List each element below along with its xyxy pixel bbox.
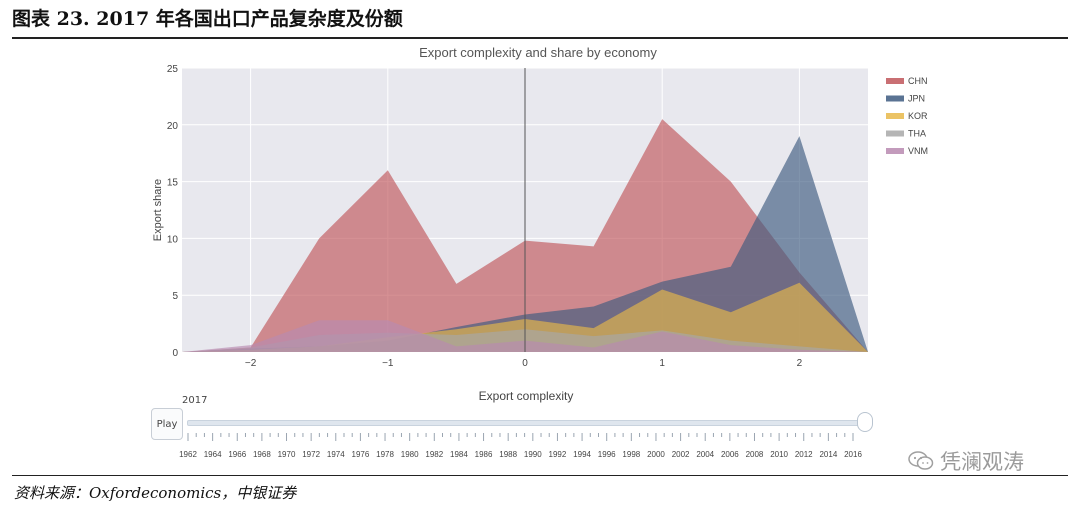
y-tick-label: 20 <box>167 121 179 132</box>
source-note: 资料来源：Oxfordeconomics，中银证券 <box>14 484 297 502</box>
legend-swatch-chn <box>886 78 904 84</box>
slider-year-label: 1988 <box>499 450 517 459</box>
year-slider-handle[interactable] <box>857 412 873 432</box>
slider-year-label: 2004 <box>696 450 714 459</box>
y-tick-labels: 0 5 10 15 20 25 <box>167 64 179 359</box>
slider-year-label: 2002 <box>672 450 690 459</box>
x-axis-label: Export complexity <box>479 389 574 403</box>
y-tick-label: 10 <box>167 234 179 245</box>
legend[interactable]: CHN JPN KOR THA VNM <box>886 76 928 156</box>
bottom-rule <box>12 475 1068 476</box>
slider-year-label: 1992 <box>549 450 567 459</box>
slider-year-label: 1964 <box>204 450 222 459</box>
slider-year-label: 1972 <box>302 450 320 459</box>
series-area-jpn <box>182 136 868 352</box>
legend-label-kor: KOR <box>908 111 928 121</box>
y-axis-label: Export share <box>152 179 164 241</box>
y-tick-label: 25 <box>167 64 179 75</box>
slider-year-label: 1974 <box>327 450 345 459</box>
legend-label-vnm: VNM <box>908 146 928 156</box>
legend-label-chn: CHN <box>908 76 928 86</box>
slider-year-label: 1984 <box>450 450 468 459</box>
watermark-text: 凭澜观涛 <box>940 450 1024 474</box>
slider-year-label: 1978 <box>376 450 394 459</box>
top-rule <box>12 37 1068 39</box>
legend-label-jpn: JPN <box>908 94 925 104</box>
legend-swatch-tha <box>886 130 904 137</box>
x-tick-label: 0 <box>522 358 528 369</box>
x-tick-label: 2 <box>797 358 803 369</box>
slider-year-label: 1990 <box>524 450 542 459</box>
slider-year-label: 1980 <box>401 450 419 459</box>
x-tick-label: −1 <box>382 358 394 369</box>
series-area-vnm <box>182 320 868 352</box>
year-slider-track[interactable] <box>187 420 867 426</box>
slider-current-year: 2017 <box>182 395 208 406</box>
slider-year-label: 1962 <box>179 450 197 459</box>
y-tick-label: 5 <box>172 291 178 302</box>
slider-year-label: 1966 <box>228 450 246 459</box>
play-button[interactable]: Play <box>151 408 183 440</box>
legend-label-tha: THA <box>908 129 926 139</box>
slider-year-label: 2012 <box>795 450 813 459</box>
series-area-kor <box>182 282 868 352</box>
legend-swatch-vnm <box>886 148 904 154</box>
slider-year-label: 1994 <box>573 450 591 459</box>
slider-year-label: 1976 <box>352 450 370 459</box>
slider-year-label: 2014 <box>819 450 837 459</box>
slider-year-label: 2000 <box>647 450 665 459</box>
slider-year-label: 2008 <box>746 450 764 459</box>
watermark: 凭澜观涛 <box>908 446 1024 476</box>
wechat-icon <box>908 451 934 470</box>
x-tick-labels: −2 −1 0 1 2 <box>245 358 803 369</box>
slider-year-label: 1998 <box>622 450 640 459</box>
x-tick-label: −2 <box>245 358 257 369</box>
slider-year-label: 1968 <box>253 450 271 459</box>
chart-title: Export complexity and share by economy <box>419 45 657 60</box>
y-tick-label: 15 <box>167 178 179 189</box>
x-tick-label: 1 <box>659 358 665 369</box>
slider-year-label: 2016 <box>844 450 862 459</box>
legend-swatch-jpn <box>886 95 904 102</box>
slider-year-label: 1996 <box>598 450 616 459</box>
y-tick-label: 0 <box>172 348 178 359</box>
slider-year-label: 2010 <box>770 450 788 459</box>
series-areas <box>182 119 868 353</box>
slider-year-label: 1986 <box>475 450 493 459</box>
slider-year-ticks: 1962 1964 1966 1968 1970 1972 1974 1976 1978 1980… <box>179 433 862 459</box>
slider-year-label: 2006 <box>721 450 739 459</box>
slider-year-label: 1982 <box>425 450 443 459</box>
slider-year-label: 1970 <box>278 450 296 459</box>
legend-swatch-kor <box>886 113 904 119</box>
figure-title: 图表 23. 2017 年各国出口产品复杂度及份额 <box>12 8 403 30</box>
